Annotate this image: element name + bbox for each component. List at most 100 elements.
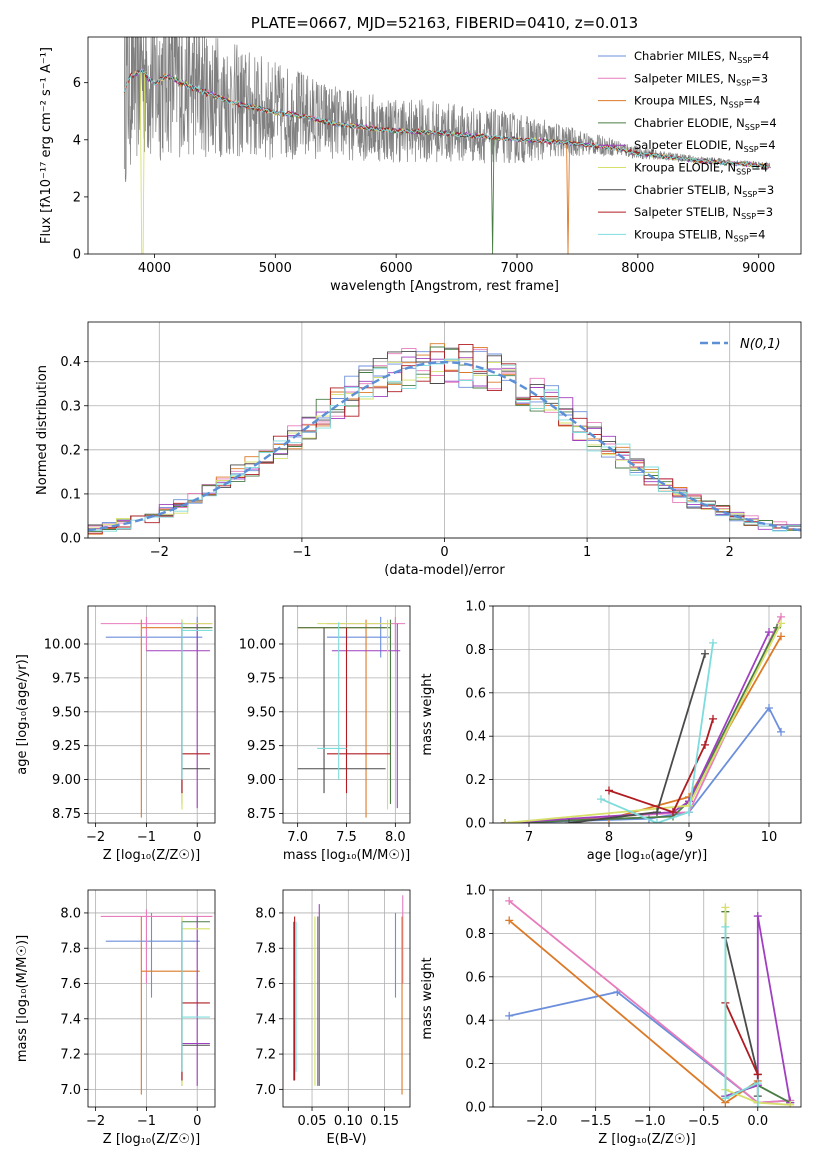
legend-entry: Chabrier STELIB, NSSP=3: [634, 183, 774, 199]
x-axis-label: mass [log₁₀(M/M☉)]: [283, 848, 410, 863]
mass-weight-marker: [721, 1094, 730, 1103]
mass-weight-marker: [501, 819, 509, 823]
plot-area-2: [100, 616, 213, 818]
y-tick-label: 0.8: [465, 643, 486, 658]
y-tick-label: 8.0: [255, 906, 276, 921]
legend-entry: Kroupa ELODIE, NSSP=4: [634, 161, 768, 177]
legend-entry: Salpeter MILES, NSSP=3: [634, 71, 768, 87]
axes-5: −2 −1 0 7.0 7.2 7.4 7.6 7.8 8.0 Z [log₁₀(Z/Z☉)] ma…: [15, 890, 215, 1147]
y-axis-label: mass weight: [420, 957, 435, 1039]
axes-frame: [282, 889, 411, 1108]
x-tick-label: 1: [583, 545, 591, 560]
y-tick-label: 2: [73, 190, 81, 205]
x-tick-label: −0.5: [688, 1114, 720, 1129]
axes-frame: [492, 889, 802, 1108]
y-tick-label: 0.8: [465, 927, 486, 942]
mass-weight-marker: [709, 714, 717, 723]
y-tick-label: 10.00: [44, 637, 81, 652]
x-tick-label: 0.05: [298, 1114, 327, 1129]
x-tick-label: −1.5: [580, 1114, 612, 1129]
mass-weight-line: [504, 706, 782, 823]
x-tick-label: −1: [137, 1114, 156, 1129]
plot-area-6: [293, 895, 404, 1095]
x-tick-label: 2: [726, 545, 734, 560]
mass-weight-marker: [753, 1103, 762, 1107]
mass-weight-marker: [505, 1011, 514, 1020]
legend-entry: Kroupa STELIB, NSSP=4: [634, 227, 765, 243]
mass-weight-line: [724, 1002, 759, 1075]
legend-entry: Salpeter STELIB, NSSP=3: [634, 205, 773, 221]
y-tick-label: 0.0: [60, 532, 81, 547]
y-tick-label: 0: [73, 248, 81, 263]
y-tick-label: 0.2: [60, 443, 81, 458]
axes-frame: [87, 605, 216, 824]
legend-entry: N(0,1): [740, 337, 781, 352]
model-spectrum: [123, 67, 770, 169]
y-tick-label: 9.75: [52, 671, 81, 686]
mass-weight-marker: [685, 808, 693, 817]
mass-weight-marker: [669, 808, 677, 817]
x-axis-label: age [log₁₀(age/yr)]: [587, 848, 708, 863]
x-tick-label: 7.0: [287, 830, 308, 845]
y-tick-label: 8.75: [247, 807, 276, 822]
y-tick-label: 0.0: [465, 817, 486, 832]
x-tick-label: −2.0: [526, 1114, 558, 1129]
x-tick-label: 9000: [742, 261, 775, 276]
y-tick-label: 1.0: [465, 600, 486, 615]
gaussian-curve: [88, 360, 801, 532]
y-tick-label: 0.3: [60, 399, 81, 414]
plot-area-4: [501, 612, 785, 823]
mass-weight-line: [724, 926, 759, 1107]
y-axis-label: Flux [fλ10⁻¹⁷ erg cm⁻² s⁻¹ A⁻¹]: [39, 47, 54, 244]
x-tick-label: 8.0: [385, 830, 406, 845]
mass-weight-marker: [653, 808, 661, 817]
y-tick-label: 0.2: [465, 773, 486, 788]
y-tick-label: 9.50: [52, 705, 81, 720]
mass-weight-marker: [701, 649, 709, 658]
mass-weight-marker: [765, 628, 773, 637]
x-axis-label: Z [log₁₀(Z/Z☉)]: [598, 1132, 695, 1147]
mass-weight-line: [724, 937, 759, 1097]
plot-area-3: [297, 616, 406, 818]
y-tick-label: 0.2: [465, 1057, 486, 1072]
x-tick-label: −1: [137, 830, 156, 845]
mass-weight-marker: [505, 896, 514, 905]
axes-frame: [282, 605, 411, 824]
mass-weight-marker: [753, 1070, 762, 1079]
y-tick-label: 7.8: [255, 942, 276, 957]
plot-area-0: [123, 37, 772, 254]
mass-weight-marker: [753, 912, 762, 921]
mass-weight-line: [504, 635, 782, 823]
x-tick-label: 7000: [500, 261, 533, 276]
axes-frame: [87, 36, 802, 255]
y-tick-label: 0.6: [465, 970, 486, 985]
legend-entry: Chabrier ELODIE, NSSP=4: [634, 116, 777, 132]
y-tick-label: 9.25: [52, 739, 81, 754]
x-axis-label: wavelength [Angstrom, rest frame]: [330, 279, 559, 294]
x-tick-label: 0.0: [747, 1114, 768, 1129]
legend-entry: Chabrier MILES, NSSP=4: [634, 49, 769, 65]
y-tick-label: 8.0: [60, 906, 81, 921]
y-tick-label: 10.00: [239, 637, 276, 652]
x-tick-label: −2: [86, 830, 105, 845]
y-tick-label: 4: [73, 133, 81, 148]
y-tick-label: 0.1: [60, 487, 81, 502]
y-tick-label: 7.0: [60, 1083, 81, 1098]
plot-area-5: [100, 909, 213, 1095]
axes-0: 4000 5000 6000 7000 8000 9000 0 2 4 6 wavelength […: [39, 47, 775, 294]
y-tick-label: 7.8: [60, 942, 81, 957]
y-axis-label: mass [log₁₀(M/M☉)]: [15, 935, 30, 1062]
y-tick-label: 7.6: [255, 977, 276, 992]
x-tick-label: 7: [525, 830, 533, 845]
legend: Chabrier MILES, NSSP=4 Salpeter MILES, NS…: [598, 49, 777, 243]
axes-6: 0.05 0.10 0.15 7.0 7.2 7.4 7.6 7.8 8.0 E(B-V): [255, 890, 410, 1147]
x-axis-label: (data-model)/error: [384, 563, 505, 578]
y-axis-label: Normed distribution: [35, 365, 50, 495]
legend-entry: Salpeter ELODIE, NSSP=4: [634, 138, 776, 154]
y-tick-label: 9.50: [247, 705, 276, 720]
x-tick-label: 0: [440, 545, 448, 560]
y-tick-label: 0.4: [465, 730, 486, 745]
mass-weight-marker: [786, 1100, 795, 1107]
y-tick-label: 0.0: [465, 1101, 486, 1116]
